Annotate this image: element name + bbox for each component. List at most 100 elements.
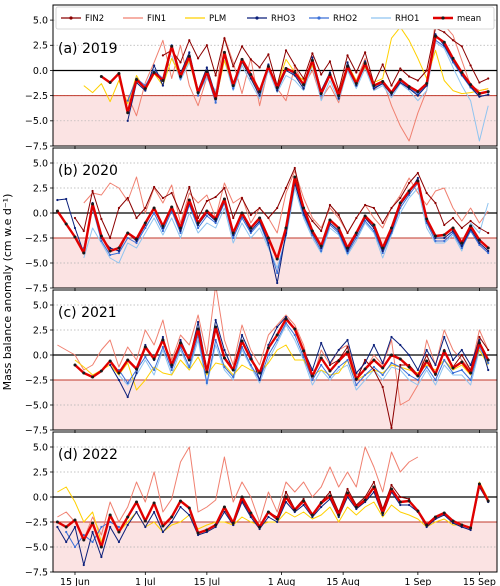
data-point-fin2: [487, 77, 490, 80]
data-point-mean: [407, 499, 411, 503]
data-point-rho3: [320, 505, 323, 509]
data-point-rho2: [416, 378, 419, 382]
y-tick-label: 2.5: [33, 325, 48, 336]
data-point-fin2: [328, 60, 332, 63]
data-point-mean: [170, 44, 174, 48]
legend-box: [55, 6, 495, 30]
data-point-rho3: [179, 505, 182, 509]
data-point-rho3: [65, 197, 68, 201]
data-point-fin2: [109, 236, 112, 240]
data-point-rho3: [311, 368, 314, 372]
data-point-rho3: [223, 348, 226, 352]
data-point-mean: [91, 202, 95, 206]
data-point-mean: [126, 515, 130, 519]
data-point-rho3: [214, 318, 217, 322]
data-point-mean: [214, 523, 218, 527]
data-point-mean: [328, 72, 332, 76]
series-line-fin1: [57, 290, 489, 406]
legend-entry-mean: mean: [433, 14, 481, 24]
data-point-rho2: [320, 363, 323, 367]
data-point-rho3: [91, 530, 94, 534]
data-point-mean: [486, 90, 490, 94]
data-point-mean: [231, 84, 235, 88]
data-point-fin2: [355, 71, 358, 74]
data-point-rho3: [390, 335, 393, 339]
data-point-rho3: [364, 60, 367, 63]
data-point-rho3: [73, 525, 77, 529]
legend-label: RHO2: [333, 14, 357, 24]
data-point-mean: [337, 94, 341, 98]
data-point-rho2: [232, 87, 235, 90]
y-tick-label: −5.0: [25, 400, 48, 411]
data-point-rho3: [328, 361, 332, 365]
data-point-mean: [310, 513, 314, 517]
data-point-rho3: [126, 395, 129, 399]
data-point-rho3: [337, 515, 340, 519]
data-point-mean: [152, 70, 156, 74]
data-point-mean: [73, 363, 77, 367]
data-point-rho3: [443, 236, 446, 240]
data-point-rho3: [267, 63, 270, 66]
data-point-mean: [469, 224, 473, 228]
data-point-rho3: [407, 353, 411, 357]
data-point-rho2: [135, 241, 138, 245]
data-point-rho2: [364, 373, 367, 377]
data-point-rho2: [381, 251, 384, 255]
data-point-mean: [328, 494, 332, 498]
data-point-mean: [117, 246, 121, 250]
data-point-mean: [91, 375, 95, 379]
data-point-rho2: [469, 378, 472, 382]
data-point-rho3: [144, 89, 147, 92]
data-point-rho3: [126, 523, 129, 527]
data-point-rho3: [249, 229, 252, 233]
data-point-rho3: [346, 338, 349, 342]
data-point-rho2: [126, 381, 129, 385]
data-point-rho3: [223, 510, 226, 514]
data-point-mean: [55, 209, 59, 213]
data-point-mean: [266, 64, 270, 68]
data-point-fin2: [390, 483, 393, 487]
data-point-mean: [82, 538, 86, 542]
data-point-rho3: [196, 320, 200, 324]
data-point-mean: [108, 513, 112, 517]
data-point-fin2: [364, 51, 367, 54]
data-point-rho3: [276, 520, 279, 524]
data-point-mean: [196, 327, 200, 331]
data-point-rho3: [443, 335, 446, 339]
legend-entry-fin1: FIN1: [123, 14, 166, 24]
data-point-fin2: [232, 65, 235, 68]
data-point-mean: [451, 366, 455, 370]
data-point-mean: [126, 358, 130, 362]
data-point-fin2: [73, 216, 77, 220]
data-point-mean: [196, 91, 200, 95]
data-point-mean: [477, 341, 481, 345]
data-point-rho3: [144, 343, 147, 347]
data-point-mean: [381, 80, 385, 84]
data-point-fin2: [214, 74, 217, 77]
data-point-rho3: [240, 333, 244, 337]
data-point-fin2: [188, 39, 191, 42]
data-point-fin2: [161, 196, 165, 200]
data-point-fin2: [407, 497, 411, 501]
data-point-mean: [161, 524, 165, 528]
data-point-fin2: [161, 54, 165, 57]
data-point-rho3: [161, 530, 165, 534]
panel-4: −7.5 −5.0 −2.5 0.0 2.5 5.0 15 Jun 1 Jul 15 Jul 1 …: [25, 431, 498, 586]
data-point-mean: [178, 226, 182, 230]
data-point-mean: [389, 226, 393, 230]
data-point-rho3: [434, 363, 437, 367]
data-point-rho3: [117, 540, 121, 544]
data-point-rho3: [320, 341, 323, 345]
data-point-fin2: [302, 77, 305, 80]
data-point-rho3: [161, 84, 165, 87]
data-point-rho2: [73, 545, 77, 549]
data-point-rho2: [407, 373, 411, 377]
series-group: [55, 446, 490, 567]
y-tick-label: −5.0: [25, 542, 48, 553]
data-point-rho2: [126, 99, 129, 102]
data-point-fin2: [399, 196, 402, 200]
x-tick-label: 1 Aug: [268, 577, 296, 586]
data-point-rho3: [82, 563, 85, 567]
data-point-mean: [240, 339, 244, 343]
panel-frame: [52, 147, 498, 289]
